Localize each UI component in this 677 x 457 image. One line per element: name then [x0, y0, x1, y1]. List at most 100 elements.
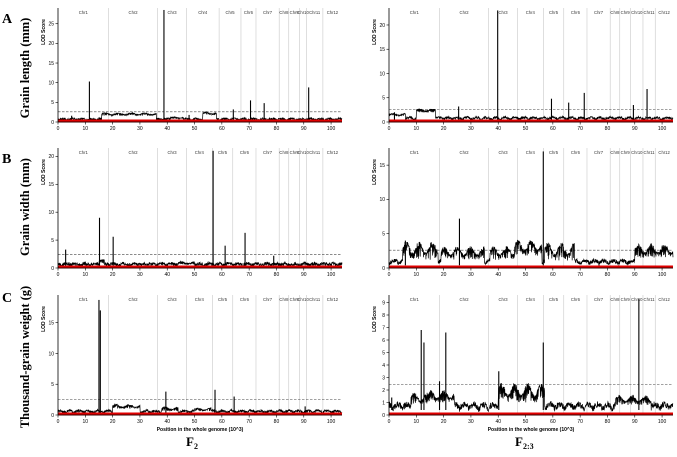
chromosome-label: Chr9 — [621, 297, 631, 302]
panel-a-f23: Chr1 Chr2 Chr3 Chr4 Chr5 Chr6 Chr7 Chr8 Chr9 Chr1… — [372, 8, 674, 132]
x-tick-label: 100 — [327, 272, 336, 278]
y-axis-label: LOD Score — [372, 159, 378, 185]
chromosome-label: Chr4 — [198, 10, 208, 15]
trait-label-thousand-grain-weight: Thousand-grain weight (g) — [18, 286, 32, 428]
x-tick-label: 30 — [137, 126, 143, 132]
chromosome-label: Chr8 — [279, 297, 289, 302]
chromosome-label: Chr12 — [327, 297, 339, 302]
x-tick-label: 100 — [658, 272, 667, 278]
x-tick-label: 60 — [219, 272, 225, 278]
chromosome-label: Chr3 — [167, 10, 177, 15]
y-axis-label: LOD Score — [41, 159, 47, 185]
chromosome-label: Chr12 — [658, 150, 670, 155]
chromosome-label: Chr4 — [195, 297, 205, 302]
y-tick-label: 0 — [382, 120, 385, 126]
x-tick-label: 0 — [388, 419, 391, 425]
x-tick-label: 40 — [495, 419, 501, 425]
y-tick-label: 20 — [48, 41, 54, 47]
chromosome-label: Chr1 — [79, 150, 89, 155]
y-axis-label: LOD Score — [372, 306, 378, 332]
chromosome-label: Chr7 — [263, 10, 273, 15]
x-tick-label: 50 — [192, 419, 198, 425]
y-tick-label: 10 — [48, 80, 54, 86]
y-tick-label: 3 — [382, 375, 385, 381]
chromosome-label: Chr4 — [526, 150, 536, 155]
y-tick-label: 9 — [382, 300, 385, 306]
chromosome-label: Chr9 — [290, 297, 300, 302]
panel-a-f2: Chr1 Chr2 Chr3 Chr4 Chr5 Chr6 Chr7 Chr8 Chr9Chr1… — [41, 8, 343, 132]
x-tick-label: 30 — [468, 126, 474, 132]
x-axis-label: Position in the whole genome (10^3) — [157, 427, 244, 433]
x-tick-label: 10 — [414, 419, 420, 425]
chromosome-label: Chr3 — [498, 10, 508, 15]
row-letter-b: B — [2, 152, 11, 167]
x-tick-label: 20 — [441, 419, 447, 425]
panel-b-f23: Chr1 Chr2 Chr3 Chr4 Chr5 Chr6 Chr7 Chr8 Chr9 Chr1… — [372, 148, 674, 278]
lod-curve — [388, 239, 674, 266]
x-tick-label: 20 — [441, 272, 447, 278]
chromosome-label: Chr5 — [549, 297, 559, 302]
y-tick-label: 1 — [382, 400, 385, 406]
x-tick-label: 20 — [110, 272, 116, 278]
y-tick-label: 5 — [382, 350, 385, 356]
panel-c-f2: Chr1 Chr2 Chr3 Chr4 Chr5 Chr6 Chr7 Chr8 Chr9Chr1… — [41, 295, 343, 433]
y-tick-label: 4 — [382, 363, 385, 369]
x-tick-label: 50 — [523, 126, 529, 132]
x-axis-label: Position in the whole genome (10^3) — [488, 427, 575, 433]
chromosome-label: Chr4 — [195, 150, 205, 155]
chromosome-label: Chr9 — [290, 10, 300, 15]
chromosome-label: Chr9 — [290, 150, 300, 155]
x-tick-label: 90 — [632, 272, 638, 278]
chromosome-label: Chr8 — [610, 10, 620, 15]
x-tick-label: 30 — [468, 272, 474, 278]
x-tick-label: 40 — [164, 419, 170, 425]
chromosome-label: Chr9 — [621, 150, 631, 155]
y-tick-label: 8 — [382, 313, 385, 319]
chromosome-label: Chr1 — [410, 150, 420, 155]
y-axis-label: LOD Score — [41, 19, 47, 45]
chromosome-label: Chr1 — [410, 297, 420, 302]
chromosome-label: Chr10 — [631, 297, 643, 302]
x-tick-label: 100 — [327, 126, 336, 132]
chromosome-label: Chr1 — [79, 297, 89, 302]
y-tick-label: 0 — [51, 266, 54, 272]
y-tick-label: 25 — [48, 22, 54, 28]
y-tick-label: 0 — [382, 413, 385, 419]
x-tick-label: 10 — [414, 272, 420, 278]
x-tick-label: 0 — [57, 126, 60, 132]
x-tick-label: 60 — [550, 272, 556, 278]
x-tick-label: 90 — [301, 272, 307, 278]
panel-b-f2: Chr1 Chr2 Chr3 Chr4 Chr5 Chr6 Chr7 Chr8 Chr9Chr1… — [41, 148, 343, 278]
x-tick-label: 80 — [274, 272, 280, 278]
x-tick-label: 0 — [388, 126, 391, 132]
x-tick-label: 70 — [246, 272, 252, 278]
chromosome-label: Chr4 — [526, 10, 536, 15]
chromosome-label: Chr12 — [327, 150, 339, 155]
x-tick-label: 40 — [495, 126, 501, 132]
chromosome-label: Chr12 — [658, 10, 670, 15]
y-tick-label: 5 — [51, 238, 54, 244]
chromosome-label: Chr12 — [327, 10, 339, 15]
chromosome-label: Chr11 — [644, 297, 656, 302]
trait-label-grain-length: Grain length (mm) — [18, 18, 32, 119]
x-tick-label: 30 — [468, 419, 474, 425]
lod-curve — [388, 383, 674, 412]
chromosome-label: Chr2 — [129, 297, 139, 302]
x-tick-label: 70 — [577, 272, 583, 278]
chromosome-label: Chr10 — [297, 10, 309, 15]
x-tick-label: 60 — [219, 126, 225, 132]
chromosome-label: Chr3 — [498, 297, 508, 302]
chromosome-label: Chr10 — [297, 150, 309, 155]
chromosome-label: Chr10 — [631, 150, 643, 155]
chromosome-label: Chr7 — [594, 297, 604, 302]
x-tick-label: 90 — [301, 419, 307, 425]
y-axis-label: LOD Score — [372, 19, 378, 45]
chromosome-label: Chr6 — [244, 10, 254, 15]
y-tick-label: 7 — [382, 325, 385, 331]
x-tick-label: 100 — [658, 419, 667, 425]
x-tick-label: 80 — [274, 419, 280, 425]
x-tick-label: 80 — [605, 419, 611, 425]
trait-label-grain-width: Grain width (mm) — [18, 158, 32, 256]
row-letter-c: C — [2, 291, 12, 306]
